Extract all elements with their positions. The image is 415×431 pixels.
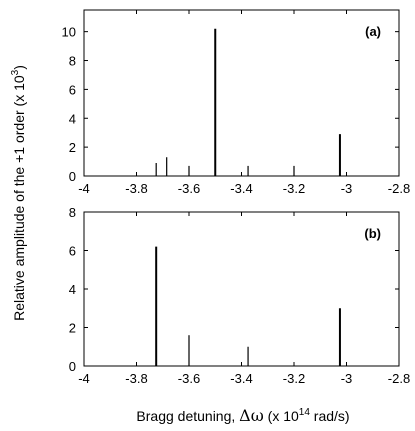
panel-b-x-tick-label: -3.4 bbox=[230, 371, 252, 386]
panel-a-x-tick-label: -3 bbox=[341, 181, 353, 196]
panel-a-y-tick-label: 6 bbox=[69, 82, 76, 97]
x-axis-title: Bragg detuning, Δω (x 1014 rad/s) bbox=[136, 406, 349, 425]
y-axis-title-close: ) bbox=[11, 65, 27, 70]
panel-b-x-tick-label: -2.8 bbox=[388, 371, 410, 386]
panel-a-x-tick-label: -4 bbox=[78, 181, 90, 196]
panel-a-label: (a) bbox=[365, 24, 381, 39]
panel-a-y-tick-label: 2 bbox=[69, 140, 76, 155]
panel-a-y-tick-label: 10 bbox=[62, 25, 76, 40]
panel-b-label: (b) bbox=[364, 226, 381, 241]
panel-b-y-tick-label: 6 bbox=[69, 244, 76, 259]
x-axis-title-symbol: Δω bbox=[239, 406, 264, 425]
y-axis-title-main: Relative amplitude of the +1 order (x 10 bbox=[11, 75, 27, 321]
y-axis-title-exponent: 3 bbox=[10, 69, 21, 75]
x-axis-title-exponent: 14 bbox=[299, 407, 311, 418]
panel-a: -4 -3.8 -3.6 -3.4 -3.2 -3 -2.8 0 2 4 6 8 10 (a) bbox=[62, 9, 410, 196]
panel-b-y-tick-label: 8 bbox=[69, 205, 76, 220]
panel-b: -4 -3.8 -3.6 -3.4 -3.2 -3 -2.8 0 2 4 6 8 (b) bbox=[69, 205, 410, 386]
panel-a-x-tick-label: -3.2 bbox=[283, 181, 305, 196]
panel-a-x-tick-label: -3.8 bbox=[125, 181, 147, 196]
x-axis-title-main: Bragg detuning, bbox=[136, 408, 239, 424]
x-axis-title-units-post: rad/s) bbox=[310, 408, 350, 424]
panel-a-x-tick-label: -2.8 bbox=[388, 181, 410, 196]
x-axis-title-units-pre: (x 10 bbox=[264, 408, 299, 424]
panel-b-y-tick-label: 0 bbox=[69, 359, 76, 374]
panel-a-frame bbox=[83, 9, 400, 177]
panel-b-frame bbox=[83, 211, 400, 367]
panel-b-x-tick-label: -3.6 bbox=[178, 371, 200, 386]
panel-b-x-tick-label: -3.8 bbox=[125, 371, 147, 386]
panel-b-y-tick-label: 2 bbox=[69, 321, 76, 336]
panel-a-x-tick-label: -3.4 bbox=[230, 181, 252, 196]
panel-a-y-tick-label: 8 bbox=[69, 54, 76, 69]
y-axis-title: Relative amplitude of the +1 order (x 10… bbox=[10, 65, 27, 321]
panel-a-x-tick-label: -3.6 bbox=[178, 181, 200, 196]
panel-b-x-tick-label: -3 bbox=[341, 371, 353, 386]
panel-a-y-tick-label: 4 bbox=[69, 111, 76, 126]
panel-a-y-tick-label: 0 bbox=[69, 169, 76, 184]
panel-b-y-tick-label: 4 bbox=[69, 282, 76, 297]
panel-b-x-tick-label: -4 bbox=[78, 371, 90, 386]
panel-b-x-tick-label: -3.2 bbox=[283, 371, 305, 386]
